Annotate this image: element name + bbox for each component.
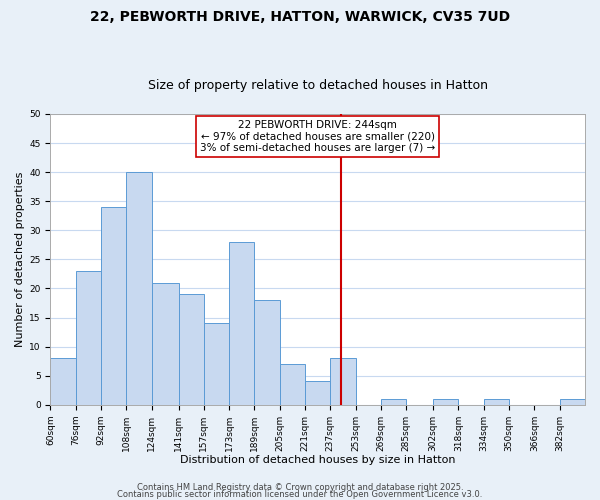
Bar — [229, 242, 254, 404]
Text: Contains public sector information licensed under the Open Government Licence v3: Contains public sector information licen… — [118, 490, 482, 499]
Bar — [127, 172, 152, 404]
Bar — [179, 294, 204, 405]
Bar — [560, 399, 585, 404]
Bar — [381, 399, 406, 404]
X-axis label: Distribution of detached houses by size in Hatton: Distribution of detached houses by size … — [180, 455, 455, 465]
Bar — [76, 271, 101, 404]
Bar — [484, 399, 509, 404]
Bar — [433, 399, 458, 404]
Bar — [101, 207, 127, 404]
Text: 22, PEBWORTH DRIVE, HATTON, WARWICK, CV35 7UD: 22, PEBWORTH DRIVE, HATTON, WARWICK, CV3… — [90, 10, 510, 24]
Text: Contains HM Land Registry data © Crown copyright and database right 2025.: Contains HM Land Registry data © Crown c… — [137, 484, 463, 492]
Bar — [331, 358, 356, 405]
Bar — [152, 282, 179, 405]
Y-axis label: Number of detached properties: Number of detached properties — [15, 172, 25, 347]
Bar — [204, 324, 229, 404]
Bar — [254, 300, 280, 405]
Bar — [280, 364, 305, 405]
Title: Size of property relative to detached houses in Hatton: Size of property relative to detached ho… — [148, 79, 488, 92]
Text: 22 PEBWORTH DRIVE: 244sqm
← 97% of detached houses are smaller (220)
3% of semi-: 22 PEBWORTH DRIVE: 244sqm ← 97% of detac… — [200, 120, 436, 153]
Bar — [305, 382, 331, 404]
Bar — [50, 358, 76, 405]
